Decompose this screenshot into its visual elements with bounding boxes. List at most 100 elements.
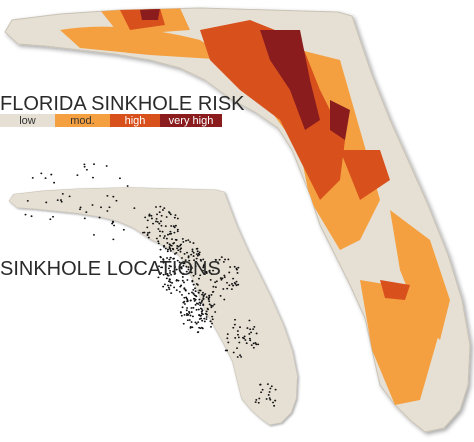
sinkhole-dot (181, 238, 184, 240)
sinkhole-dot (218, 258, 221, 261)
sinkhole-dot (189, 325, 192, 328)
sinkhole-dot (173, 241, 176, 244)
sinkhole-dot (175, 289, 178, 292)
sinkhole-dot (198, 277, 200, 280)
sinkhole-dot (187, 292, 190, 295)
sinkhole-dot (246, 327, 249, 329)
sinkhole-dot (224, 349, 227, 352)
sinkhole-dot (186, 307, 189, 309)
sinkhole-dot (188, 310, 190, 313)
sinkhole-dot (248, 319, 251, 322)
risk-area (330, 100, 350, 140)
sinkhole-dot (83, 217, 86, 220)
sinkhole-dot (267, 394, 270, 396)
sinkhole-dot (221, 277, 224, 280)
legend-swatch (55, 114, 110, 127)
sinkhole-dot (191, 291, 193, 294)
sinkhole-dot (227, 341, 230, 344)
sinkhole-dot (216, 261, 219, 264)
sinkhole-dot (274, 399, 277, 402)
sinkhole-dot (202, 304, 205, 307)
sinkhole-dot (208, 303, 211, 306)
sinkhole-dot (60, 200, 63, 203)
sinkhole-dot (175, 238, 178, 241)
sinkhole-dot (237, 283, 240, 286)
sinkhole-dot (169, 230, 172, 233)
sinkhole-dot (156, 213, 159, 216)
sinkhole-dot (236, 333, 239, 336)
sinkhole-dot (237, 336, 240, 339)
sinkhole-dot (189, 271, 192, 274)
sinkhole-dot (192, 306, 195, 309)
sinkhole-dot (209, 279, 212, 281)
sinkhole-dot (202, 266, 205, 269)
sinkhole-dot (162, 273, 165, 276)
sinkhole-dot (228, 284, 231, 287)
sinkhole-dot (147, 236, 150, 239)
sinkhole-dot (175, 279, 178, 282)
sinkhole-dot (162, 259, 165, 261)
risk-area (380, 280, 410, 300)
sinkhole-dot (167, 267, 170, 270)
sinkhole-dot (203, 294, 206, 296)
sinkhole-dot (173, 286, 176, 289)
sinkhole-dot (234, 337, 237, 339)
sinkhole-dot (187, 255, 190, 258)
sinkhole-dot (190, 311, 193, 313)
sinkhole-dot (170, 238, 173, 240)
legend-swatch (160, 114, 222, 127)
sinkhole-dot (240, 356, 243, 358)
sinkhole-dot (106, 210, 109, 212)
sinkhole-dot (182, 322, 185, 325)
sinkhole-dot (170, 232, 173, 235)
sinkhole-dot (189, 299, 192, 302)
sinkhole-dot (197, 291, 200, 294)
sinkhole-dot (157, 276, 160, 279)
sinkhole-dot (52, 215, 55, 218)
sinkhole-dot (258, 397, 261, 400)
sinkhole-dot (186, 251, 189, 254)
sinkhole-dot (183, 303, 186, 305)
sinkhole-dot (181, 306, 184, 309)
sinkhole-dot (248, 333, 251, 335)
sinkhole-dot (85, 168, 88, 171)
sinkhole-dot (192, 251, 195, 254)
sinkhole-dot (183, 281, 185, 284)
sinkhole-dot (185, 312, 188, 315)
sinkhole-dot (166, 248, 169, 251)
sinkhole-dot (209, 325, 212, 328)
sinkhole-dot (158, 222, 161, 225)
sinkhole-dot (173, 226, 176, 229)
sinkhole-dot (61, 193, 64, 195)
sinkhole-dot (219, 295, 222, 297)
sinkhole-dot (178, 290, 181, 293)
sinkhole-dot (234, 318, 237, 321)
sinkhole-dot (191, 315, 194, 318)
sinkhole-dot (170, 292, 173, 295)
sinkhole-dot (59, 199, 62, 201)
risk-area (140, 8, 160, 20)
sinkhole-dot (180, 314, 183, 317)
sinkhole-dot (166, 257, 169, 259)
sinkhole-dot (195, 322, 198, 325)
sinkhole-dot (186, 279, 189, 281)
sinkhole-dot (210, 304, 213, 307)
sinkhole-dot (257, 343, 260, 346)
sinkhole-dot (255, 399, 258, 401)
sinkhole-dot (202, 297, 205, 300)
sinkhole-dot (248, 337, 251, 340)
sinkhole-dot (232, 351, 235, 354)
sinkhole-dot (219, 277, 222, 279)
sinkhole-dot (233, 323, 236, 326)
sinkhole-dot (194, 303, 197, 306)
sinkhole-dot (257, 401, 260, 404)
sinkhole-dot (185, 270, 188, 273)
sinkhole-dot (265, 398, 268, 400)
sinkhole-dot (197, 308, 200, 311)
sinkhole-dot (190, 253, 193, 256)
sinkhole-dot (202, 258, 205, 261)
sinkhole-dot (165, 288, 168, 291)
sinkhole-dot (235, 284, 238, 287)
sinkhole-dot (181, 273, 184, 276)
sinkhole-dot (157, 242, 160, 245)
